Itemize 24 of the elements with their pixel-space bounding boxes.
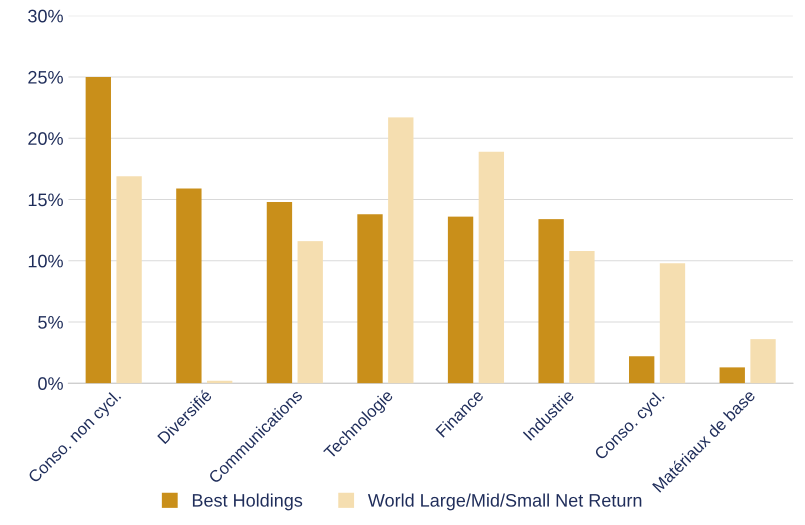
bar — [357, 214, 383, 384]
y-tick-label: 0% — [38, 377, 63, 390]
bar — [750, 339, 776, 384]
y-tick-label: 30% — [28, 10, 63, 22]
legend-label: World Large/Mid/Small Net Return — [368, 493, 642, 510]
bar — [478, 152, 504, 384]
bar — [569, 250, 595, 384]
y-tick-label: 5% — [38, 316, 63, 329]
bar — [720, 367, 745, 384]
y-tick-label: 25% — [28, 70, 63, 84]
bar — [116, 176, 142, 384]
bar — [448, 216, 474, 384]
bar — [629, 356, 654, 384]
legend-label: Best Holdings — [192, 493, 302, 510]
y-tick-label: 10% — [28, 254, 63, 268]
bar — [86, 77, 111, 384]
bar — [298, 241, 323, 384]
y-tick-label: 20% — [28, 132, 63, 145]
y-tick-label: 15% — [28, 194, 63, 206]
bar — [660, 263, 686, 384]
bar — [538, 219, 564, 384]
bar — [176, 188, 202, 384]
bar — [266, 202, 292, 384]
bar — [388, 117, 414, 384]
